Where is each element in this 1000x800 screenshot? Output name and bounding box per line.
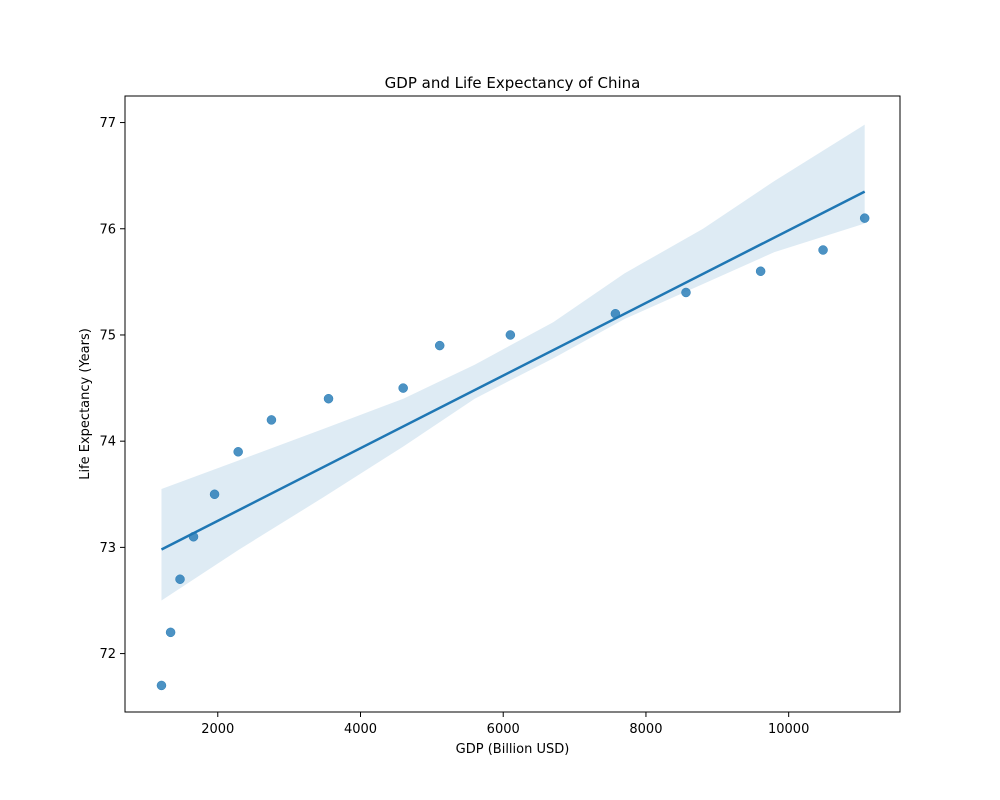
confidence-band [161,124,865,601]
x-axis-label: GDP (Billion USD) [456,742,570,757]
y-tick-label: 76 [99,222,116,237]
data-point [175,574,185,584]
x-tick-label: 10000 [768,722,809,737]
y-tick-label: 72 [99,647,116,662]
data-point [165,627,176,638]
y-tick-label: 75 [99,328,116,343]
y-axis-label: Life Expectancy (Years) [78,328,93,480]
regression-line [160,190,866,551]
data-point [266,415,277,425]
x-tick-label: 8000 [629,722,662,737]
x-tick-label: 4000 [344,722,377,737]
data-point [209,489,220,500]
data-point [681,287,691,298]
data-point [156,680,167,691]
y-tick-label: 77 [99,116,116,131]
data-point [859,213,870,223]
data-point [233,447,243,457]
data-point [505,330,516,340]
data-point [818,245,828,255]
chart-title: GDP and Life Expectancy of China [385,74,641,92]
x-tick-label: 2000 [201,722,234,737]
plot-frame [124,95,901,713]
y-tick-label: 74 [99,435,116,450]
data-point [398,383,408,393]
plot-area [156,124,870,691]
y-tick-label: 73 [99,541,116,556]
x-tick-label: 6000 [487,722,520,737]
y-axis: 72 73 74 75 76 77 [99,116,125,662]
data-point [323,393,334,404]
data-point [755,266,766,276]
x-axis: 2000 4000 6000 8000 10000 [201,712,809,737]
data-point [434,340,445,351]
